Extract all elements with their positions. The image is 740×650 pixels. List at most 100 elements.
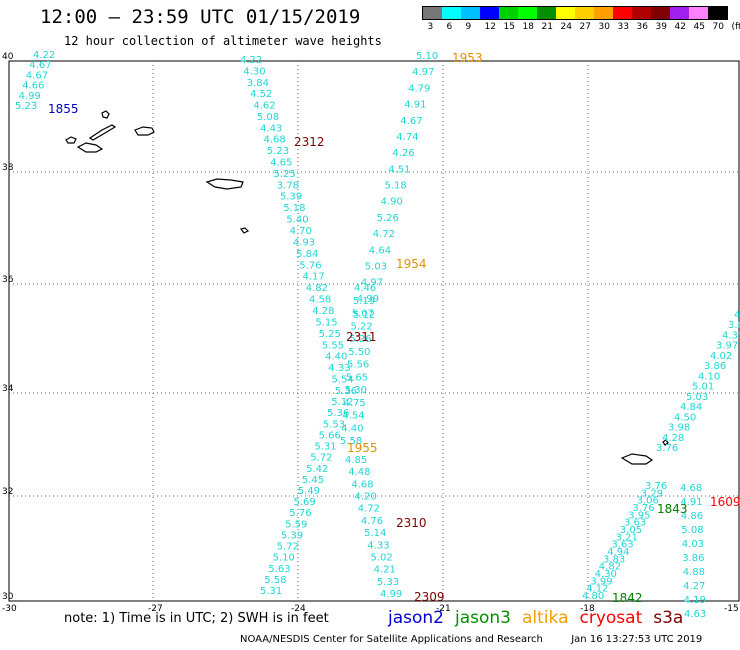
swh-value: 5.26 xyxy=(349,334,371,345)
bottom-note: note: 1) Time is in UTC; 2) SWH is in fe… xyxy=(64,611,329,626)
pass-time-label: 1955 xyxy=(347,441,378,455)
swh-value: 4.17 xyxy=(303,272,325,283)
colorbar-swatch xyxy=(461,7,480,19)
swh-value: 3.29 xyxy=(641,488,663,499)
swh-value: 4.52 xyxy=(250,89,272,100)
colorbar-label: 3 xyxy=(427,22,434,32)
swh-value: 4.91 xyxy=(680,497,702,508)
legend-item: jason2 xyxy=(388,608,444,628)
colorbar-swatch xyxy=(594,7,613,19)
swh-value: 4.97 xyxy=(361,278,383,289)
colorbar-label: (ft) xyxy=(731,22,740,32)
longitude-label: -30 xyxy=(2,604,17,614)
swh-value: 4.02 xyxy=(710,351,732,362)
swh-value: 4.84 xyxy=(680,402,702,413)
swh-value: 3.05 xyxy=(620,525,642,536)
swh-value: 5.40 xyxy=(286,215,308,226)
swh-value: 4.50 xyxy=(674,412,696,423)
swh-value: 4.93 xyxy=(293,238,315,249)
colorbar-swatch xyxy=(613,7,632,19)
island-faial xyxy=(65,136,77,144)
footer: NOAA/NESDIS Center for Satellite Applica… xyxy=(240,634,702,645)
swh-value: 4.65 xyxy=(270,158,292,169)
swh-value: 4.30 xyxy=(595,569,617,580)
colorbar-label: 70 xyxy=(712,22,724,32)
colorbar-swatches xyxy=(422,6,728,20)
swh-value: 5.12 xyxy=(331,397,353,408)
colorbar-label: 27 xyxy=(579,22,591,32)
swh-value: 5.23 xyxy=(15,101,37,112)
swh-value: 5.23 xyxy=(267,146,289,157)
swh-value: 4.67 xyxy=(26,70,48,81)
colorbar-swatch xyxy=(632,7,651,19)
swh-value: 4.58 xyxy=(309,295,331,306)
swh-value: 5.36 xyxy=(335,386,357,397)
colorbar-label: 15 xyxy=(503,22,515,32)
note-text: note: 1) Time is in UTC; 2) SWH is in fe… xyxy=(64,611,329,626)
swh-value: 4.21 xyxy=(374,565,396,576)
swh-value: 5.10 xyxy=(416,51,438,62)
swh-value: 3.86 xyxy=(704,361,726,372)
swh-value: 5.15 xyxy=(315,317,337,328)
swh-value: 5.84 xyxy=(296,249,318,260)
colorbar-label: 6 xyxy=(446,22,453,32)
swh-value: 5.26 xyxy=(377,213,399,224)
swh-value: 4.86 xyxy=(681,511,703,522)
swh-value: 4.54 xyxy=(342,411,364,422)
legend-item: s3a xyxy=(653,608,684,628)
colorbar-swatch xyxy=(556,7,575,19)
colorbar-swatch xyxy=(575,7,594,19)
swh-value: 4.28 xyxy=(662,433,684,444)
colorbar-label: 18 xyxy=(522,22,534,32)
swh-value: 4.88 xyxy=(683,567,705,578)
swh-value: 4.94 xyxy=(607,547,629,558)
swh-value: 4.19 xyxy=(684,595,706,606)
swh-value: 5.58 xyxy=(340,436,362,447)
swh-value: 4.76 xyxy=(361,516,383,527)
colorbar-label: 24 xyxy=(560,22,572,32)
longitude-label: -21 xyxy=(436,604,451,614)
swh-value: 3.63 xyxy=(611,540,633,551)
swh-value: 4.43 xyxy=(260,123,282,134)
swh-value: 3.95 xyxy=(628,510,650,521)
swh-value: 4.48 xyxy=(348,467,370,478)
swh-value: 4.40 xyxy=(325,352,347,363)
legend-item: cryosat xyxy=(579,608,643,628)
swh-value: 5.14 xyxy=(364,528,386,539)
swh-value: 5.18 xyxy=(385,181,407,192)
colorbar-swatch xyxy=(499,7,518,19)
swh-value: 3.76 xyxy=(632,503,654,514)
swh-value: 5.45 xyxy=(302,475,324,486)
swh-value: 4.72 xyxy=(373,229,395,240)
swh-value: 5.53 xyxy=(323,419,345,430)
swh-value: 5.03 xyxy=(365,261,387,272)
swh-value: 4.99 xyxy=(357,294,379,305)
swh-value: 5.25 xyxy=(319,329,341,340)
swh-value: 5.02 xyxy=(371,553,393,564)
swh-value: 5.66 xyxy=(319,431,341,442)
swh-value: 5.01 xyxy=(692,382,714,393)
swh-value: 5.03 xyxy=(686,392,708,403)
swh-value: 4.79 xyxy=(408,83,430,94)
swh-value: 4.67 xyxy=(400,116,422,127)
swh-value: 4.82 xyxy=(306,283,328,294)
colorbar-swatch xyxy=(518,7,537,19)
swh-value: 4.22 xyxy=(240,55,262,66)
satellite-legend: jason2 jason3 altika cryosat s3a xyxy=(388,608,694,628)
swh-value: 4.91 xyxy=(404,100,426,111)
track-values: 4.224.674.674.664.995.23 18554.224.303.84… xyxy=(15,50,740,620)
swh-value: 4.97 xyxy=(412,67,434,78)
swh-value: 4.68 xyxy=(351,479,373,490)
swh-value: 5.55 xyxy=(322,340,344,351)
swh-value: 4.51 xyxy=(388,164,410,175)
pass-time-label: 1842 xyxy=(612,591,643,605)
swh-value: 5.30 xyxy=(345,385,367,396)
colorbar-label: 9 xyxy=(465,22,472,32)
colorbar-label: 30 xyxy=(598,22,610,32)
swh-value: 4.74 xyxy=(396,132,418,143)
longitude-label: -18 xyxy=(580,604,595,614)
island-terceira xyxy=(134,126,155,136)
swh-value: 3.97 xyxy=(716,341,738,352)
footer-timestamp: Jan 16 13:27:53 UTC 2019 xyxy=(571,634,703,645)
